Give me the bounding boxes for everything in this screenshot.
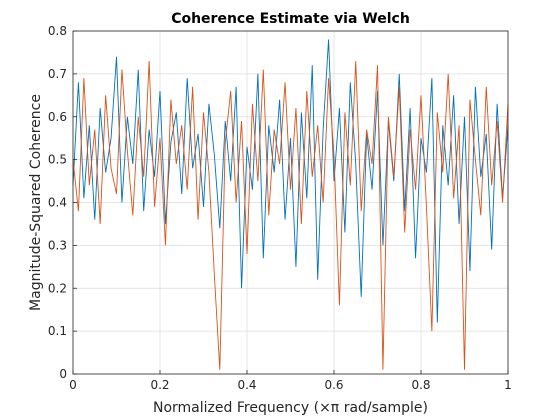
x-tick-label: 0.8: [411, 378, 430, 392]
x-tick-label: 0.2: [150, 378, 169, 392]
y-tick-label: 0.5: [48, 153, 67, 167]
y-axis-title: Magnitude-Squared Coherence: [28, 94, 44, 311]
x-tick-label: 0.6: [324, 378, 343, 392]
x-tick-label: 0.4: [237, 378, 256, 392]
y-tick-label: 0.8: [48, 24, 67, 38]
x-axis-title: Normalized Frequency (×π rad/sample): [153, 400, 428, 416]
series-lines: [72, 39, 509, 370]
y-tick-label: 0.6: [48, 110, 67, 124]
y-tick-label: 0.3: [48, 238, 67, 252]
y-tick-label: 0.7: [48, 67, 67, 81]
chart-title: Coherence Estimate via Welch: [171, 11, 410, 27]
y-tick-label: 0.1: [48, 324, 67, 338]
series-line-2: [72, 60, 509, 370]
y-tick-label: 0.4: [48, 196, 67, 210]
y-tick-label: 0.2: [48, 281, 67, 295]
y-tick-label: 0: [59, 367, 67, 381]
series-line-1: [72, 39, 509, 323]
x-tick-label: 0: [69, 378, 77, 392]
x-tick-label: 1: [504, 378, 512, 392]
axis-ticks: 0 0.2 0.4 0.6 0.8 1 0 0.1 0.2 0.3 0.4 0.5 0.6 0.7 0.8: [48, 24, 512, 392]
